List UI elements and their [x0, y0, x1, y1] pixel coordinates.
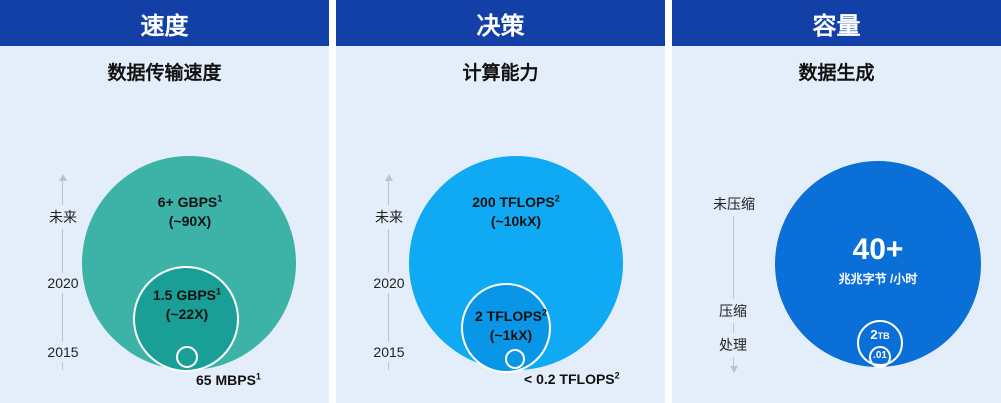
- axis-label-future: 未来: [370, 205, 408, 229]
- axis-label-compressed: 压缩: [714, 299, 752, 323]
- circle-2015-label: < 0.2 TFLOPS2: [524, 370, 654, 389]
- value: 6+ GBPS: [157, 194, 218, 210]
- panel-subtitle: 数据生成: [798, 63, 875, 84]
- axis-label-2020: 2020: [42, 273, 84, 293]
- circle-processed: [869, 346, 891, 368]
- footnote: 1: [255, 371, 261, 382]
- panel-decision: 决策 计算能力 未来 2020 2015 200 TFLOPS2 (~10kX)…: [336, 0, 665, 403]
- panel-subtitle: 计算能力: [462, 63, 539, 84]
- footnote: 2: [541, 307, 547, 318]
- panel-subtitle: 数据传输速度: [107, 63, 222, 84]
- circle-processed-label: .01: [873, 350, 887, 361]
- axis-label-uncompressed: 未压缩: [708, 192, 760, 216]
- axis-label-2020: 2020: [368, 273, 410, 293]
- circle-2020-label: 2 TFLOPS2 (~1kX): [456, 307, 566, 345]
- circle-2015: [176, 346, 198, 368]
- panel-speed: 速度 数据传输速度 未来 2020 2015 6+ GBPS1 (~90X) 1…: [0, 0, 329, 403]
- axis-label-2015: 2015: [368, 342, 410, 362]
- axis-line: [733, 210, 734, 366]
- value: 2 TFLOPS: [475, 308, 542, 324]
- axis-label-future: 未来: [44, 205, 82, 229]
- axis-arrow-down-icon: [730, 366, 738, 373]
- circle-uncompressed-unit: 兆兆字节 /小时: [838, 272, 918, 286]
- multiplier: (~1kX): [489, 327, 533, 343]
- axis-arrow-up-icon: [385, 174, 393, 181]
- value: 200 TFLOPS: [472, 194, 555, 210]
- axis-label-2015: 2015: [42, 342, 84, 362]
- value: < 0.2 TFLOPS: [524, 371, 615, 387]
- circle-future-label: 6+ GBPS1 (~90X): [130, 193, 250, 231]
- circle-2015-label: 65 MBPS1: [196, 371, 316, 390]
- multiplier: (~10kX): [490, 213, 542, 229]
- circle-uncompressed-value: 40+: [852, 233, 904, 266]
- footnote: 1: [217, 193, 223, 204]
- unit: TB: [877, 331, 890, 341]
- multiplier: (~90X): [168, 213, 212, 229]
- footnote: 2: [554, 193, 560, 204]
- value: 1.5 GBPS: [152, 287, 216, 303]
- axis-arrow-up-icon: [59, 174, 67, 181]
- panel-capacity: 容量 数据生成 未压缩 压缩 处理 40+ 兆兆字节 /小时 2TB .01: [672, 0, 1001, 403]
- circle-compressed-label: 2TB: [860, 325, 900, 346]
- circle-2020-label: 1.5 GBPS1 (~22X): [132, 286, 242, 324]
- panel-header: 决策: [336, 0, 665, 46]
- multiplier: (~22X): [165, 306, 209, 322]
- panel-header: 容量: [672, 0, 1001, 46]
- circle-future-label: 200 TFLOPS2 (~10kX): [446, 193, 586, 231]
- axis-label-processed: 处理: [714, 333, 752, 357]
- footnote: 2: [614, 370, 620, 381]
- value: 2: [870, 327, 878, 342]
- circle-2015: [505, 349, 525, 369]
- panel-header: 速度: [0, 0, 329, 46]
- value: 65 MBPS: [196, 372, 256, 388]
- footnote: 1: [216, 286, 222, 297]
